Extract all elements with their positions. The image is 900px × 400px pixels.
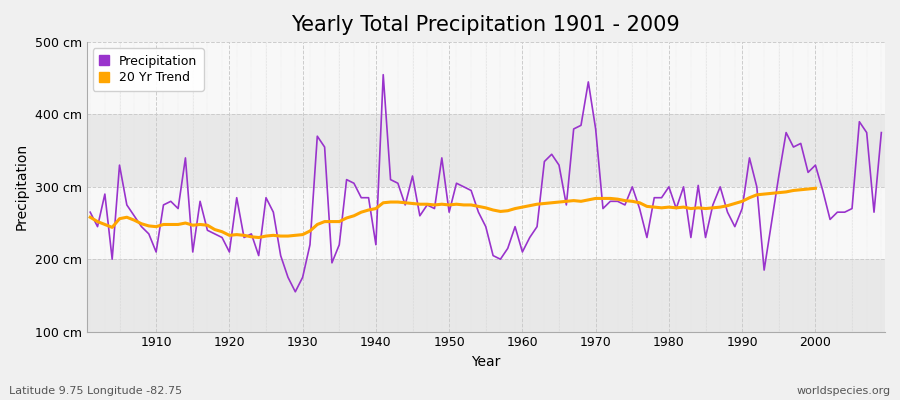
Title: Yearly Total Precipitation 1901 - 2009: Yearly Total Precipitation 1901 - 2009 xyxy=(292,15,680,35)
Precipitation xyxy=(532,224,543,229)
Precipitation xyxy=(312,134,323,138)
Precipitation xyxy=(143,232,154,236)
Line: 20 Yr Trend: 20 Yr Trend xyxy=(90,188,815,238)
Text: Latitude 9.75 Longitude -82.75: Latitude 9.75 Longitude -82.75 xyxy=(9,386,182,396)
Legend: Precipitation, 20 Yr Trend: Precipitation, 20 Yr Trend xyxy=(93,48,203,91)
Precipitation xyxy=(85,210,95,214)
20 Yr Trend xyxy=(85,215,95,220)
20 Yr Trend xyxy=(224,233,235,238)
Precipitation xyxy=(378,72,389,77)
Precipitation xyxy=(876,130,886,135)
X-axis label: Year: Year xyxy=(471,355,500,369)
Precipitation xyxy=(525,235,535,240)
20 Yr Trend xyxy=(810,186,821,191)
20 Yr Trend xyxy=(525,203,535,208)
Precipitation xyxy=(619,202,630,207)
20 Yr Trend xyxy=(780,190,791,194)
20 Yr Trend xyxy=(253,235,264,240)
Bar xyxy=(86,114,885,187)
Text: worldspecies.org: worldspecies.org xyxy=(796,386,891,396)
Precipitation xyxy=(356,195,366,200)
20 Yr Trend xyxy=(261,234,272,238)
Line: Precipitation: Precipitation xyxy=(90,75,881,292)
20 Yr Trend xyxy=(759,192,769,196)
Precipitation xyxy=(290,289,301,294)
Bar xyxy=(86,259,885,332)
Y-axis label: Precipitation: Precipitation xyxy=(15,143,29,230)
20 Yr Trend xyxy=(465,202,476,207)
